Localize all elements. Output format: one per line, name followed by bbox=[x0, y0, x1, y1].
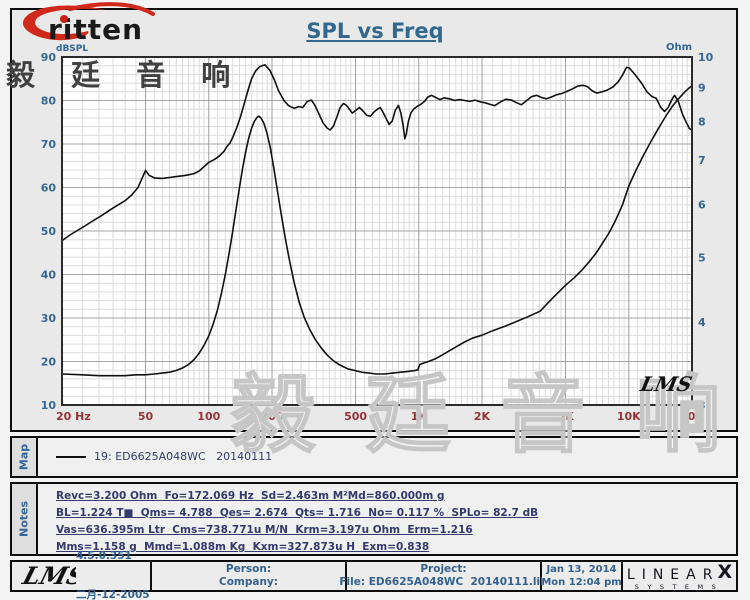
footer-lms-cell: LMS 4.5.0.351 二月-12-2005 bbox=[12, 550, 152, 600]
right-axis-tick-label: 6 bbox=[698, 199, 706, 212]
legend-row: 19: ED6625A048WC 20140111 bbox=[56, 450, 272, 463]
linearx-x: X bbox=[717, 561, 733, 583]
plot-border bbox=[61, 56, 693, 406]
footer-linearx-cell: LINEAR X SYSTEMS bbox=[623, 561, 736, 591]
x-axis-tick-label: 20 Hz bbox=[56, 410, 91, 423]
spl-curve bbox=[62, 63, 692, 242]
x-axis-tick-label: 100 bbox=[197, 410, 220, 423]
left-axis-tick-label: 10 bbox=[41, 399, 57, 412]
legend-curve-sample bbox=[56, 455, 86, 458]
notes-label: Notes bbox=[17, 500, 31, 538]
notes-section: Notes Revc=3.200 Ohm Fo=172.069 Hz Sd=2.… bbox=[10, 482, 738, 556]
footer-project-cell: Project: File: ED6625A048WC 20140111.lib bbox=[339, 562, 548, 590]
left-axis-tick-label: 80 bbox=[41, 95, 57, 108]
map-label-cell: Map bbox=[12, 438, 38, 476]
spl-vs-freq-plot: 90 80 70 60 50 40 30 20 10 10 9 8 7 6 5 4 3 20 Hz 50 100 200… bbox=[41, 51, 714, 423]
right-axis-tick-label: 5 bbox=[698, 251, 706, 264]
x-axis-tick-label: 50 bbox=[138, 410, 154, 423]
right-axis-tick-label: 3 bbox=[698, 399, 706, 412]
lms-logo-text: LMS bbox=[19, 561, 76, 589]
map-section: Map 19: ED6625A048WC 20140111 bbox=[10, 436, 738, 478]
page-title: SPL vs Freq bbox=[306, 19, 444, 43]
x-axis-tick-label: 500 bbox=[344, 410, 367, 423]
footer-date: Jan 13, 2014 bbox=[546, 564, 617, 575]
linearx-logo: LINEAR X bbox=[627, 561, 732, 583]
footer-version: 4.5.0.351 bbox=[76, 550, 132, 562]
left-axis-tick-label: 90 bbox=[41, 51, 57, 64]
legend-text: 19: ED6625A048WC 20140111 bbox=[94, 450, 273, 463]
x-axis-tick-label: 200 bbox=[261, 410, 284, 423]
footer-time: Mon 12:04 pm bbox=[541, 577, 622, 588]
map-label: Map bbox=[17, 443, 31, 471]
map-content: 19: ED6625A048WC 20140111 bbox=[38, 438, 736, 476]
right-axis-tick-label: 10 bbox=[698, 51, 714, 64]
notes-line-4: Mms=1.158 g Mmd=1.088m Kg Kxm=327.873u H… bbox=[56, 541, 430, 553]
notes-line-2: BL=1.224 T■ Qms= 4.788 Qes= 2.674 Qts= 1… bbox=[56, 507, 539, 519]
watermark-top-left: 毅 廷 音 响 bbox=[6, 58, 244, 92]
impedance-curve bbox=[62, 85, 692, 377]
footer-bar: LMS 4.5.0.351 二月-12-2005 Person: Company… bbox=[10, 550, 738, 600]
project-label: Project: bbox=[420, 563, 467, 575]
right-axis-tick-label: 7 bbox=[698, 154, 706, 167]
notes-content: Revc=3.200 Ohm Fo=172.069 Hz Sd=2.463m M… bbox=[38, 484, 736, 554]
x-axis-tick-label: 10K bbox=[617, 410, 641, 423]
footer-date-cn: 二月-12-2005 bbox=[76, 589, 150, 600]
person-label: Person: bbox=[225, 563, 272, 575]
file-label: File: ED6625A048WC 20140111.lib bbox=[339, 576, 548, 588]
linearx-systems-text: SYSTEMS bbox=[634, 583, 725, 591]
linearx-text: LINEAR bbox=[626, 567, 720, 583]
right-axis-unit-label: Ohm bbox=[666, 42, 693, 53]
left-axis-tick-label: 20 bbox=[41, 356, 57, 369]
notes-label-cell: Notes bbox=[12, 484, 38, 554]
company-label: Company: bbox=[219, 576, 278, 588]
x-axis-tick-label: 2K bbox=[474, 410, 491, 423]
notes-line-1: Revc=3.200 Ohm Fo=172.069 Hz Sd=2.463m M… bbox=[56, 490, 445, 502]
right-axis-tick-label: 4 bbox=[698, 316, 706, 329]
right-axis-tick-label: 9 bbox=[698, 81, 706, 94]
left-axis-tick-label: 60 bbox=[41, 182, 57, 195]
brand-i-dot bbox=[60, 15, 68, 23]
left-axis-unit-label: dBSPL bbox=[56, 44, 89, 54]
left-axis-tick-label: 70 bbox=[41, 138, 57, 151]
footer-person-cell: Person: Company: bbox=[152, 562, 347, 590]
lms-chart-logo: LMS bbox=[638, 372, 695, 396]
x-axis-tick-label: 1K bbox=[411, 410, 428, 423]
left-axis-tick-label: 40 bbox=[41, 269, 57, 282]
left-axis-tick-label: 30 bbox=[41, 312, 57, 325]
lms-logo: LMS bbox=[19, 561, 76, 589]
x-axis-tick-label: 20K bbox=[680, 410, 704, 423]
right-axis-tick-label: 8 bbox=[698, 115, 706, 128]
footer-version-block: 4.5.0.351 二月-12-2005 bbox=[76, 524, 150, 600]
notes-line-3: Vas=636.395m Ltr Cms=738.771u M/N Krm=3.… bbox=[56, 524, 473, 536]
left-axis-tick-label: 50 bbox=[41, 225, 57, 238]
footer-date-cell: Jan 13, 2014 Mon 12:04 pm bbox=[541, 562, 623, 590]
x-axis-tick-label: 5K bbox=[557, 410, 574, 423]
brand-swoosh-icon bbox=[22, 2, 155, 41]
